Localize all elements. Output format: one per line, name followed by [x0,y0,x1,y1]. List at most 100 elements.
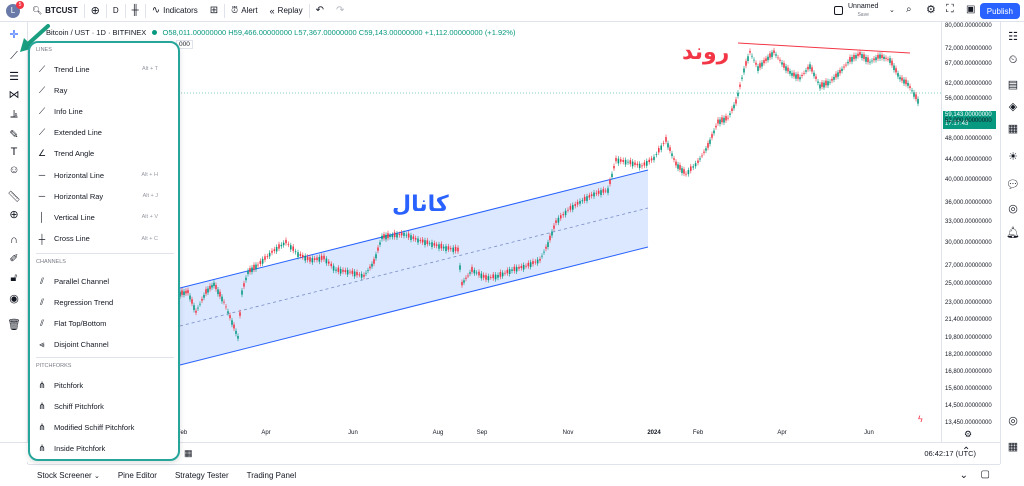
notifications-icon[interactable]: 🔔︎ [1006,226,1020,239]
menu-item-parallel-channel[interactable]: ⫽ Parallel Channel [30,271,178,291]
utc-clock[interactable]: 06:42:17 (UTC) [924,449,976,458]
alert-button[interactable]: ⏰︎ Alert [225,0,263,22]
horizontal-ray-icon: ─ [38,191,46,202]
candle-body [547,242,549,247]
menu-item-trend-angle[interactable]: ∠ Trend Angle [30,144,178,164]
menu-section-title: PITCHFORKS [36,363,72,369]
indicators-button[interactable]: ∿ Indicators [146,0,204,22]
brush-icon[interactable]: ✎ [9,128,19,141]
menu-item-ray[interactable]: ⟋ Ray [30,80,178,100]
menu-item-pitchfork[interactable]: ⋔ Pitchfork [30,375,178,395]
help-icon[interactable]: ◎ [1008,414,1018,427]
menu-item-vertical-line[interactable]: │ Vertical Line Alt + V [30,207,178,227]
date-range-icon[interactable]: ▦ [184,448,193,458]
publish-button[interactable]: Publish [979,3,1020,19]
price-tick: 36,000.00000000 [945,200,992,206]
channel-mid-line [179,207,649,327]
menu-item-modified-schiff-pitchfork[interactable]: ⋔ Modified Schiff Pitchfork [30,417,178,437]
candle-body [426,240,429,245]
candle-body [665,137,667,142]
menu-item-schiff-pitchfork[interactable]: ⋔ Schiff Pitchfork [30,396,178,416]
menu-item-cross-line[interactable]: ┼ Cross Line Alt + C [30,229,178,249]
time-tick: Feb [176,430,188,436]
candle-body [662,143,665,144]
eye-icon[interactable]: ◉ [9,292,19,305]
candle-body [363,274,365,277]
menu-item-info-line[interactable]: ⟋ Info Line [30,101,178,121]
ideas-icon[interactable]: ☀ [1008,150,1018,163]
symbol-search-button[interactable]: 🔍︎ BTCUST [26,0,84,22]
fullscreen-icon[interactable]: ⛶ [946,3,954,15]
zoom-in-icon[interactable]: ⊕ [9,208,19,221]
menu-item-flat-top-bottom[interactable]: ⫽ Flat Top/Bottom [30,313,178,333]
chart-type-button[interactable]: ╫ [126,0,145,22]
axis-settings-icon[interactable]: ⚙ [964,429,973,439]
layout-name-button[interactable]: Unnamed Save [848,3,878,19]
layout-checkbox[interactable] [834,6,843,15]
text-tool-icon[interactable]: T [10,146,18,158]
candle-body [569,206,572,210]
candle-body [897,73,899,77]
candle-body [861,54,863,59]
menu-item-disjoint-channel[interactable]: ⪡ Disjoint Channel [30,335,178,355]
menu-item-regression-trend[interactable]: ⫽ Regression Trend [30,292,178,312]
quick-search-icon[interactable]: ⌕ [906,4,912,15]
menu-item-horizontal-ray[interactable]: ─ Horizontal Ray Alt + J [30,186,178,206]
candle-body [891,60,893,66]
data-window-icon[interactable]: ▤ [1007,78,1019,91]
tab-stock-screener[interactable]: Stock Screener ⌄ [28,471,109,480]
forecast-tool-icon[interactable]: ⫡ [10,107,18,120]
emoji-icon[interactable]: ☺ [8,164,20,176]
menu-item-horizontal-line[interactable]: ─ Horizontal Line Alt + H [30,165,178,185]
fib-tool-icon[interactable]: ☰ [9,70,19,83]
alerts-icon[interactable]: ⏲ [1008,53,1018,66]
chart-pane[interactable] [28,22,941,442]
candle-body [679,165,681,170]
calendar-icon[interactable]: ▦ [1007,122,1019,135]
time-axis[interactable]: Feb Apr Jun Aug Sep Nov 2024 Feb Apr Jun [28,428,941,442]
candle-body [492,274,494,279]
magnet-icon[interactable]: ∩ [10,234,18,246]
menu-item-trend-line[interactable]: ⟋ Trend Line Alt + T [30,59,178,79]
camera-icon[interactable]: ▣ [966,4,976,15]
user-avatar[interactable]: L 5 [6,0,24,18]
tab-trading-panel[interactable]: Trading Panel [238,471,306,480]
calendar-bottom-icon[interactable]: ▦ [1007,440,1019,453]
maximize-icon[interactable]: ▢ [980,469,990,480]
chart-canvas[interactable] [28,22,941,442]
menu-item-inside-pitchfork[interactable]: ⋔ Inside Pitchfork [30,439,178,459]
interval-button[interactable]: D [107,0,125,22]
trash-icon[interactable]: 🗑︎ [7,318,21,331]
undo-button[interactable]: ↶ [310,0,330,22]
tab-strategy-tester[interactable]: Strategy Tester [166,471,238,480]
lock-icon[interactable]: 🔓︎ [10,271,18,284]
lightning-icon[interactable]: ϟ [918,414,923,424]
trend-line-tool-icon[interactable]: ⟋ [10,49,18,62]
settings-icon[interactable]: ⚙ [926,4,936,16]
patterns-tool-icon[interactable]: ⋈ [8,88,20,101]
pitchfork-icon: ⋔ [38,379,46,390]
candle-body [534,261,537,263]
candle-body [332,265,335,271]
minimize-icon[interactable]: ⌃ [962,446,971,457]
tab-pine-editor[interactable]: Pine Editor [109,471,166,480]
redo-button[interactable]: ↷ [330,0,350,22]
menu-item-extended-line[interactable]: ⟋ Extended Line [30,123,178,143]
ruler-icon[interactable]: 📏︎ [7,190,21,203]
stay-drawing-icon[interactable]: ✐ [9,252,19,265]
compare-button[interactable]: ⊕ [85,0,106,22]
templates-button[interactable]: ⊞ [204,0,224,22]
candle-body [821,82,823,87]
candle-body [839,69,841,74]
chevron-down-icon[interactable]: ⌄ [889,7,895,14]
price-axis[interactable]: 59,143.00000000 17:17:43 80,000.00000000… [941,22,999,442]
watchlist-icon[interactable]: ☷ [1008,30,1018,43]
chat-icon[interactable]: 💬︎ [1006,178,1020,191]
price-tick: 67,000.00000000 [945,61,992,67]
replay-button[interactable]: « Replay [264,0,309,22]
candle-body [385,234,387,240]
crosshair-icon[interactable]: ✛ [9,28,19,41]
streams-icon[interactable]: ◎ [1008,202,1018,215]
hotlists-icon[interactable]: ◈ [1008,100,1018,113]
collapse-icon[interactable]: ⌄ [959,470,968,481]
